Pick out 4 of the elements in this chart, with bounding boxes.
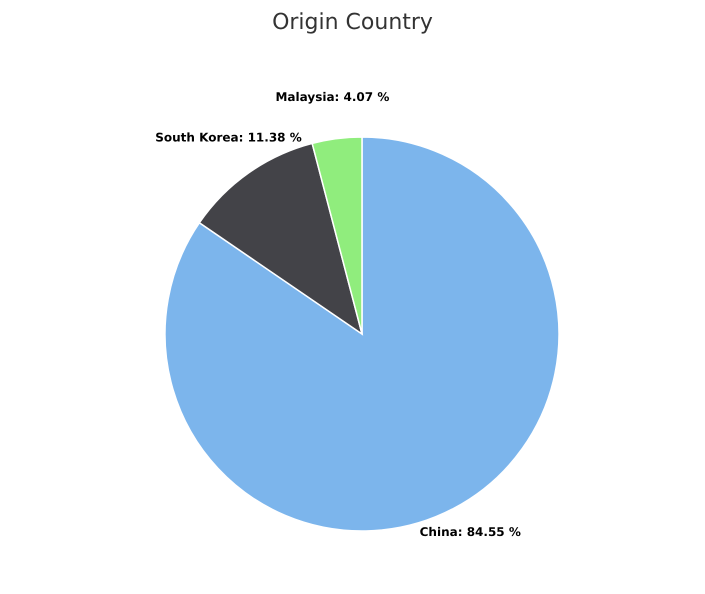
slice-label: South Korea: 11.38 % (155, 130, 302, 144)
slice-label: China: 84.55 % (420, 525, 521, 540)
chart-title: Origin Country (272, 10, 433, 35)
slice-label: Malaysia: 4.07 % (275, 90, 390, 104)
